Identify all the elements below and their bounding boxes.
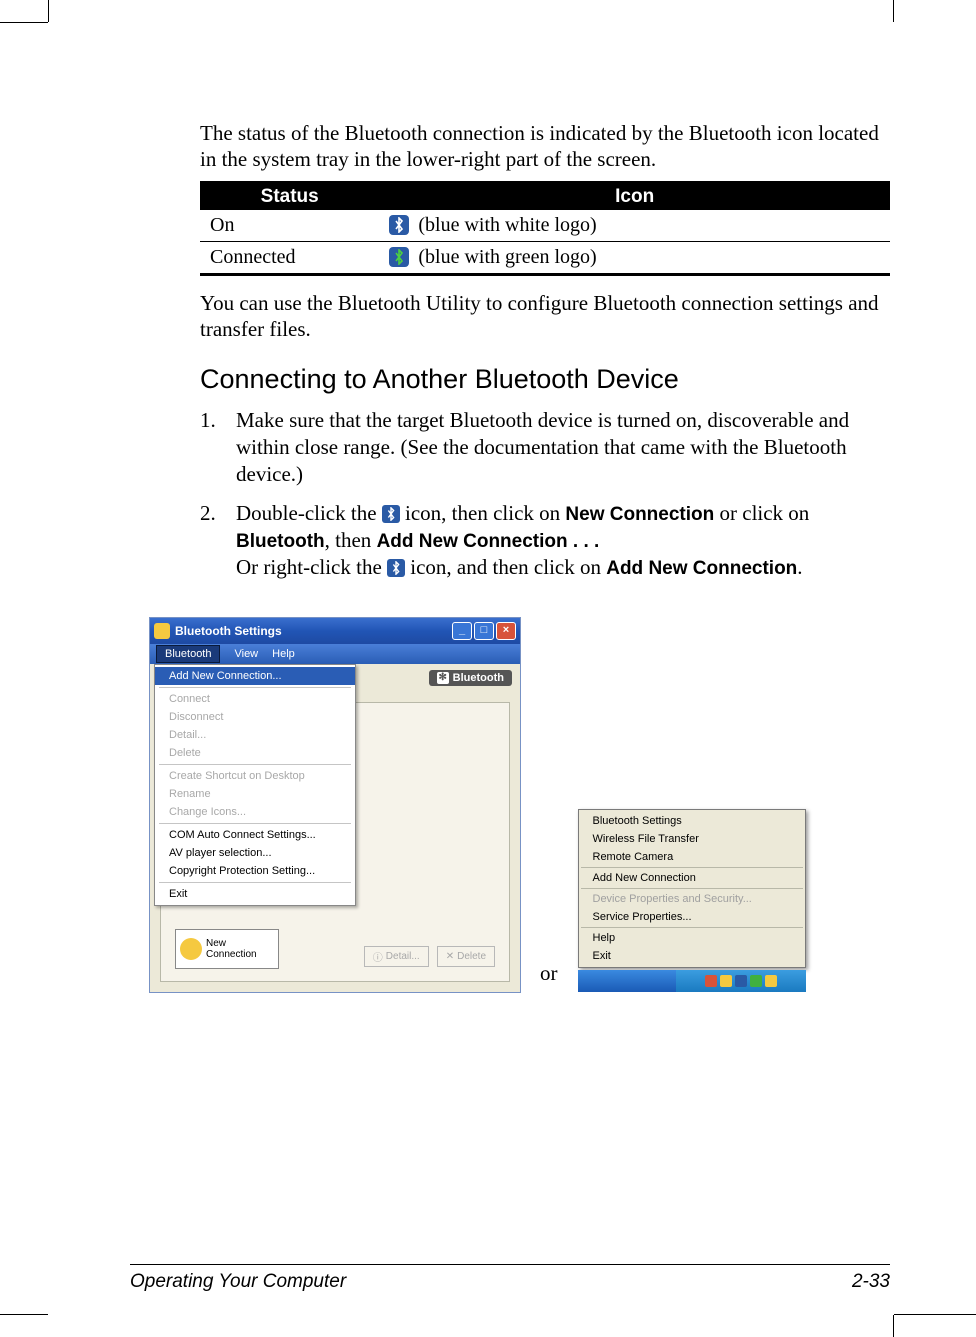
cell-status: On [200, 210, 379, 242]
close-button[interactable]: × [496, 622, 516, 640]
list-item: 1. Make sure that the target Bluetooth d… [200, 407, 890, 488]
menu-item-rename[interactable]: Rename [155, 785, 355, 803]
delete-icon: ✕ [446, 951, 454, 962]
menu-item-change-icons[interactable]: Change Icons... [155, 803, 355, 821]
table-row: Connected (blue with green logo) [200, 241, 890, 274]
bluetooth-settings-window: Bluetooth Settings _ □ × Bluetooth View … [150, 618, 520, 992]
tray-icon[interactable] [765, 975, 777, 987]
menu-bluetooth[interactable]: Bluetooth [156, 645, 220, 663]
footer-left: Operating Your Computer [130, 1271, 346, 1293]
tray-context-menu: Bluetooth Settings Wireless File Transfe… [578, 809, 806, 968]
cell-icon: (blue with white logo) [379, 210, 890, 242]
th-status: Status [200, 182, 379, 210]
menu-item-wft[interactable]: Wireless File Transfer [579, 830, 805, 848]
new-connection-label: NewConnection [206, 938, 257, 960]
bluetooth-brand: ✻ Bluetooth [429, 670, 512, 686]
window-title: Bluetooth Settings [175, 624, 282, 638]
footer-rule [130, 1264, 890, 1265]
minimize-button[interactable]: _ [452, 622, 472, 640]
tray-icon[interactable] [720, 975, 732, 987]
menu-item-av-player[interactable]: AV player selection... [155, 844, 355, 862]
menu-item-exit[interactable]: Exit [579, 947, 805, 965]
menu-item-delete[interactable]: Delete [155, 744, 355, 762]
step-text: Make sure that the target Bluetooth devi… [236, 407, 890, 488]
tray-icon[interactable] [750, 975, 762, 987]
context-menu-figure: Bluetooth Settings Wireless File Transfe… [578, 809, 806, 992]
app-icon [154, 623, 170, 639]
bluetooth-menu-dropdown: Add New Connection... Connect Disconnect… [154, 664, 356, 906]
list-item: 2. Double-click the icon, then click on … [200, 500, 890, 582]
status-table: Status Icon On (blue with white logo) Co… [200, 181, 890, 276]
intro-text: The status of the Bluetooth connection i… [200, 120, 890, 173]
menu-item-add-new-connection[interactable]: Add New Connection [579, 869, 805, 887]
th-icon: Icon [379, 182, 890, 210]
icon-desc: (blue with green logo) [418, 246, 596, 268]
menubar: Bluetooth View Help [150, 644, 520, 664]
step-number: 1. [200, 407, 236, 488]
menu-help[interactable]: Help [272, 648, 295, 660]
new-connection-box[interactable]: NewConnection [175, 929, 279, 969]
menu-item-help[interactable]: Help [579, 929, 805, 947]
menu-item-copyright[interactable]: Copyright Protection Setting... [155, 862, 355, 880]
or-label: or [536, 961, 562, 992]
step-text: Double-click the icon, then click on New… [236, 500, 890, 582]
tray-icon[interactable] [705, 975, 717, 987]
menu-item-exit[interactable]: Exit [155, 885, 355, 903]
menu-item-detail[interactable]: Detail... [155, 726, 355, 744]
table-row: On (blue with white logo) [200, 210, 890, 242]
step-number: 2. [200, 500, 236, 582]
after-table-text: You can use the Bluetooth Utility to con… [200, 290, 890, 343]
menu-item-service-properties[interactable]: Service Properties... [579, 908, 805, 926]
taskbar [578, 970, 806, 992]
info-icon: ⓘ [373, 949, 383, 964]
maximize-button[interactable]: □ [474, 622, 494, 640]
icon-desc: (blue with white logo) [418, 214, 596, 236]
menu-item-remote-camera[interactable]: Remote Camera [579, 848, 805, 866]
cell-icon: (blue with green logo) [379, 241, 890, 274]
menu-item-shortcut[interactable]: Create Shortcut on Desktop [155, 767, 355, 785]
menu-item-bt-settings[interactable]: Bluetooth Settings [579, 812, 805, 830]
cell-status: Connected [200, 241, 379, 274]
bluetooth-icon: ✻ [437, 672, 449, 684]
tray-icon[interactable] [735, 975, 747, 987]
menu-item-device-properties[interactable]: Device Properties and Security... [579, 890, 805, 908]
section-heading: Connecting to Another Bluetooth Device [200, 364, 890, 395]
bluetooth-icon [382, 505, 400, 523]
bluetooth-icon [389, 215, 409, 235]
system-tray[interactable] [676, 970, 806, 992]
bluetooth-icon [389, 247, 409, 267]
menu-view[interactable]: View [234, 648, 258, 660]
footer-right: 2-33 [852, 1271, 890, 1293]
wireless-icon [180, 938, 202, 960]
detail-button[interactable]: ⓘDetail... [364, 946, 429, 967]
titlebar[interactable]: Bluetooth Settings _ □ × [150, 618, 520, 644]
menu-item-add-new-connection[interactable]: Add New Connection... [155, 667, 355, 685]
menu-item-disconnect[interactable]: Disconnect [155, 708, 355, 726]
delete-button[interactable]: ✕Delete [437, 946, 495, 967]
menu-item-com-settings[interactable]: COM Auto Connect Settings... [155, 826, 355, 844]
bluetooth-icon [387, 559, 405, 577]
menu-item-connect[interactable]: Connect [155, 690, 355, 708]
